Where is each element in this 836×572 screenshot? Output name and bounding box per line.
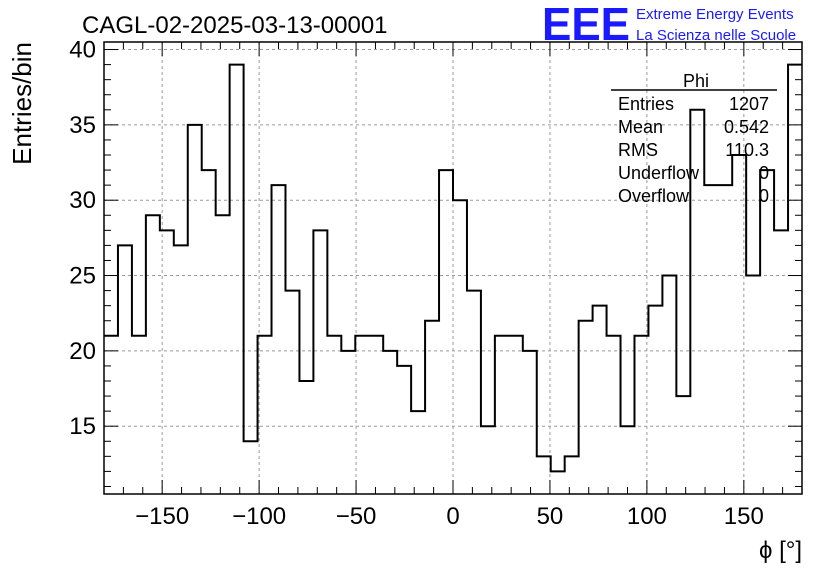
histogram-bin <box>704 185 718 494</box>
histogram-bin <box>202 170 216 494</box>
histogram-bin <box>760 170 774 494</box>
y-tick-label: 35 <box>69 112 96 139</box>
y-tick-label: 25 <box>69 263 96 290</box>
y-tick-label: 15 <box>69 413 96 440</box>
stats-value: 0 <box>759 186 769 206</box>
histogram-bin <box>397 366 411 494</box>
histogram-bin <box>104 336 118 494</box>
histogram-bin <box>732 155 746 494</box>
stats-label: Overflow <box>618 186 690 206</box>
histogram-bin <box>258 336 272 494</box>
histogram-bin <box>383 351 397 494</box>
histogram-bin <box>662 276 676 494</box>
x-axis-label: ϕ [°] <box>759 537 802 564</box>
histogram-bin <box>188 125 202 494</box>
x-tick-label: 150 <box>724 503 764 530</box>
histogram-bin <box>313 230 327 494</box>
histogram-bin <box>453 200 467 494</box>
histogram-bin <box>509 336 523 494</box>
histogram-bin <box>244 441 258 494</box>
stats-value: 110.3 <box>725 140 769 160</box>
stats-label: Entries <box>618 94 674 114</box>
histogram-bin <box>355 336 369 494</box>
histogram-bin <box>285 291 299 494</box>
histogram-bin <box>718 185 732 494</box>
logo-line-1: Extreme Energy Events <box>636 6 794 23</box>
y-axis-label: Entries/bin <box>7 42 37 165</box>
histogram-bin <box>160 230 174 494</box>
histogram-bin <box>425 321 439 494</box>
x-tick-label: 50 <box>537 503 564 530</box>
y-tick-label: 30 <box>69 187 96 214</box>
histogram-bin <box>676 396 690 494</box>
histogram-bin <box>411 411 425 494</box>
stats-value: 1207 <box>729 94 769 114</box>
histogram-bin <box>132 336 146 494</box>
histogram-bin <box>551 471 565 494</box>
stats-label: RMS <box>618 140 658 160</box>
stats-value: 0.542 <box>724 117 769 137</box>
histogram-bin <box>565 456 579 494</box>
histogram-bin <box>216 215 230 494</box>
histogram-bin <box>327 336 341 494</box>
eee-logo: EEE Extreme Energy Events La Scienza nel… <box>542 0 796 50</box>
histogram-bin <box>788 65 802 494</box>
histogram-bin <box>634 336 648 494</box>
histogram-series <box>104 63 802 494</box>
histogram-bin <box>299 381 313 494</box>
logo-line-2: La Scienza nelle Scuole <box>636 27 796 44</box>
x-tick-label: 100 <box>627 503 667 530</box>
histogram-bin <box>537 456 551 494</box>
x-tick-label: 0 <box>446 503 459 530</box>
histogram-outline <box>104 63 802 473</box>
stats-title: Phi <box>683 71 709 91</box>
histogram-bin <box>621 426 635 494</box>
histogram-bin <box>369 336 383 494</box>
y-tick-label: 40 <box>69 37 96 64</box>
x-tick-label: −100 <box>232 503 286 530</box>
stats-box: Phi Entries 1207 Mean 0.542 RMS 110.3 Underflow… <box>611 71 777 206</box>
histogram-bin <box>593 306 607 494</box>
stats-value: 0 <box>759 163 769 183</box>
histogram-bin <box>230 65 244 494</box>
histogram-bin <box>481 426 495 494</box>
histogram-bin <box>648 306 662 494</box>
x-tick-label: −50 <box>336 503 377 530</box>
stats-label: Mean <box>618 117 663 137</box>
histogram-bin <box>272 185 286 494</box>
histogram-bin <box>774 230 788 494</box>
histogram-bin <box>746 276 760 494</box>
histogram-bin <box>607 336 621 494</box>
histogram-bin <box>467 291 481 494</box>
histogram-bin <box>146 215 160 494</box>
y-tick-label: 20 <box>69 338 96 365</box>
histogram-bin <box>495 336 509 494</box>
histogram-bin <box>341 351 355 494</box>
x-tick-label: −150 <box>135 503 189 530</box>
histogram-bin <box>118 245 132 494</box>
chart-title: CAGL-02-2025-03-13-00001 <box>82 12 388 39</box>
axes: −150 −100 −50 0 50 100 150 15 20 25 30 35 40 <box>69 37 803 530</box>
histogram-bin <box>579 321 593 494</box>
stats-label: Underflow <box>618 163 700 183</box>
histogram-bin <box>439 170 453 494</box>
histogram-bin <box>174 245 188 494</box>
histogram-bin <box>523 351 537 494</box>
